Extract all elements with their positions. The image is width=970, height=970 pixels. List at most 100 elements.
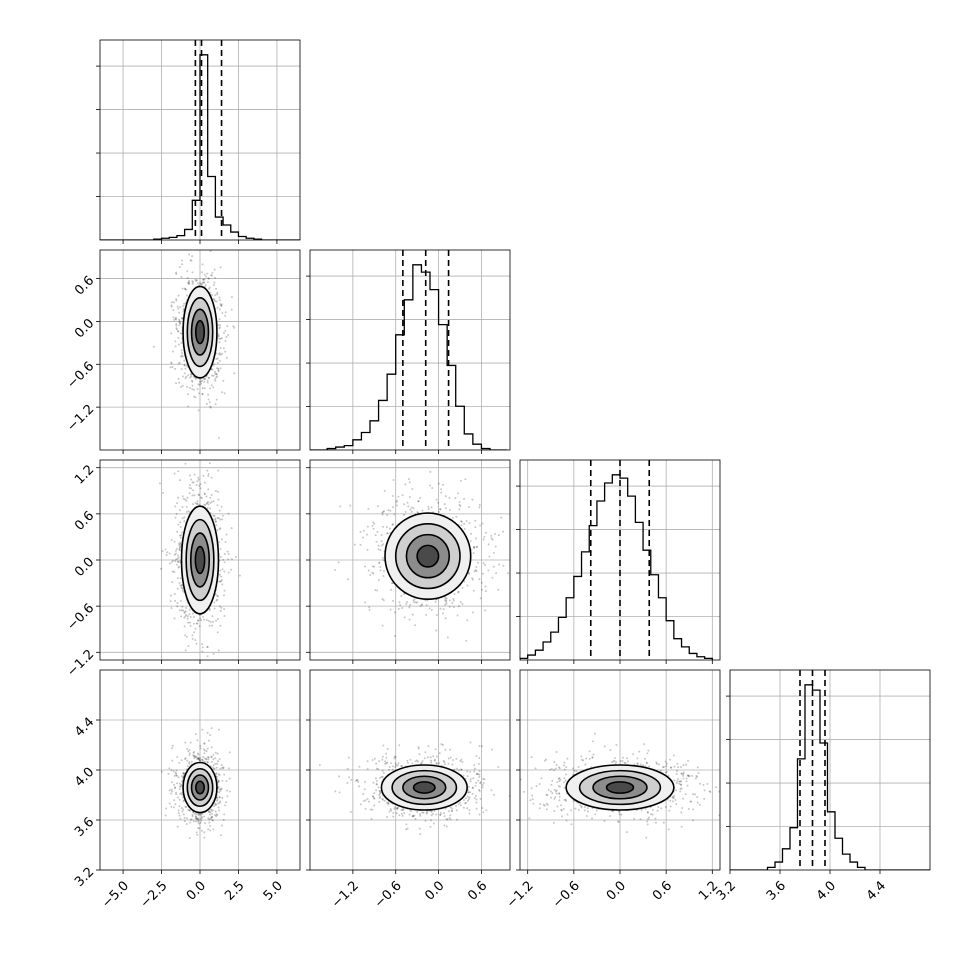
scatter-point <box>377 548 380 551</box>
scatter-point <box>371 524 374 527</box>
density-fill <box>195 781 205 794</box>
scatter-point <box>217 324 220 327</box>
scatter-point <box>460 758 463 761</box>
scatter-point <box>534 767 537 770</box>
scatter-point <box>224 311 227 314</box>
scatter-point <box>632 753 635 756</box>
scatter-point <box>646 811 649 814</box>
scatter-point <box>197 822 200 825</box>
scatter-point <box>394 756 397 759</box>
scatter-point <box>173 318 176 321</box>
scatter-point <box>366 768 369 771</box>
scatter-point <box>194 396 197 399</box>
scatter-point <box>207 475 210 478</box>
scatter-point <box>389 808 392 811</box>
scatter-point <box>395 812 398 815</box>
scatter-point <box>177 776 180 779</box>
scatter-point <box>177 362 180 365</box>
scatter-point <box>219 324 222 327</box>
scatter-point <box>222 558 225 561</box>
scatter-point <box>459 601 462 604</box>
scatter-point <box>177 307 180 310</box>
scatter-point <box>696 801 699 804</box>
scatter-point <box>208 462 211 465</box>
scatter-point <box>199 246 201 248</box>
scatter-point <box>192 754 195 757</box>
scatter-point <box>215 813 218 816</box>
scatter-point <box>212 758 215 761</box>
scatter-point <box>212 805 215 808</box>
scatter-point <box>185 822 188 825</box>
scatter-point <box>490 748 493 751</box>
scatter-point <box>199 813 202 816</box>
scatter-point <box>430 609 433 612</box>
scatter-point <box>379 566 382 569</box>
scatter-point <box>429 825 432 828</box>
scatter-point <box>461 603 464 606</box>
scatter-point <box>215 520 218 523</box>
scatter-point <box>557 766 560 769</box>
scatter-point <box>216 504 219 507</box>
scatter-point <box>199 282 202 285</box>
scatter-point <box>484 564 487 567</box>
scatter-point <box>179 543 182 546</box>
scatter-point <box>381 755 384 758</box>
scatter-point <box>183 302 186 305</box>
scatter-point <box>220 824 223 827</box>
scatter-point <box>219 767 222 770</box>
scatter-point <box>198 392 201 395</box>
scatter-point <box>471 787 474 790</box>
scatter-point <box>439 508 442 511</box>
scatter-point <box>385 762 388 765</box>
scatter-point <box>471 578 474 581</box>
scatter-point <box>381 556 384 559</box>
scatter-point <box>619 760 622 763</box>
y-tick-label: −0.6 <box>64 359 97 392</box>
scatter-point <box>444 603 447 606</box>
scatter-point <box>194 815 197 818</box>
scatter-point <box>695 774 698 777</box>
scatter-point <box>419 813 422 816</box>
scatter-point <box>478 756 481 759</box>
scatter-point <box>378 800 381 803</box>
scatter-point <box>223 589 226 592</box>
scatter-point <box>549 768 552 771</box>
scatter-point <box>493 793 496 796</box>
scatter-point <box>203 493 206 496</box>
panel-frame <box>309 669 511 871</box>
scatter-point <box>206 272 209 275</box>
scatter-point <box>176 530 179 533</box>
scatter-point <box>362 793 365 796</box>
scatter-point <box>646 752 649 755</box>
scatter-point <box>168 802 171 805</box>
scatter-point <box>445 597 448 600</box>
scatter-point <box>376 589 379 592</box>
scatter-point <box>220 303 223 306</box>
x-tick-label: −0.6 <box>372 878 405 911</box>
scatter-point <box>392 479 395 482</box>
scatter-point <box>183 520 186 523</box>
scatter-point <box>461 760 464 763</box>
scatter-point <box>687 808 690 811</box>
scatter-point <box>459 504 462 507</box>
scatter-point <box>223 561 226 564</box>
scatter-point <box>218 809 221 812</box>
scatter-point <box>466 795 469 798</box>
scatter-point <box>188 837 191 840</box>
scatter-point <box>207 398 210 401</box>
scatter-point <box>429 470 432 473</box>
scatter-point <box>673 794 676 797</box>
scatter-point <box>181 793 184 796</box>
scatter-point <box>615 760 618 763</box>
scatter-point <box>563 798 566 801</box>
scatter-point <box>564 799 567 802</box>
scatter-point <box>557 777 560 780</box>
scatter-point <box>588 750 591 753</box>
scatter-point <box>218 758 221 761</box>
scatter-point <box>195 758 198 761</box>
scatter-point <box>197 757 200 760</box>
scatter-point <box>468 796 471 799</box>
scatter-point <box>481 786 484 789</box>
scatter-point <box>553 788 556 791</box>
scatter-point <box>190 259 193 262</box>
